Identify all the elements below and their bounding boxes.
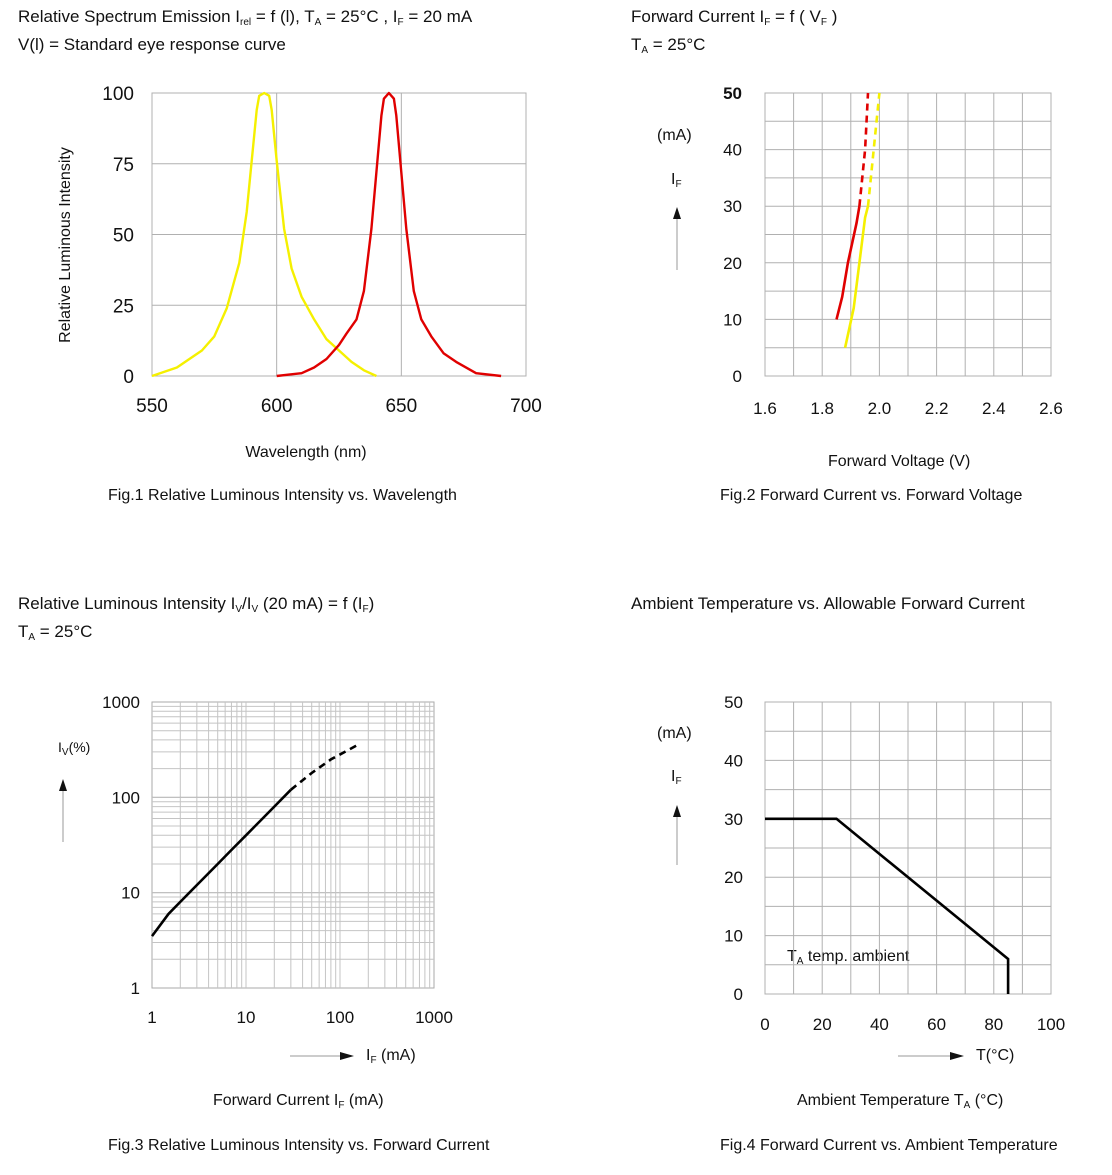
chart2-y-tick-label: 20 — [723, 254, 742, 273]
chart3-y-tick-label: 1000 — [102, 693, 140, 712]
chart2-subtitle: TA = 25°C — [631, 35, 706, 56]
chart4-series-line — [765, 817, 1010, 994]
chart4-y-unit: (mA) — [657, 725, 692, 742]
chart2-y-arrow-head — [673, 207, 681, 219]
chart3-subtitle: TA = 25°C — [18, 622, 93, 643]
chart2-plot: 1.6 1.8 2.0 2.2 2.4 2.6 0 10 20 30 40 50 — [673, 84, 1063, 418]
chart3-series-line — [150, 788, 292, 937]
chart4-y-tick-label: 30 — [724, 810, 743, 829]
chart1-y-label: Relative Luminous Intensity — [57, 147, 74, 343]
chart4-y-var: IF — [671, 768, 682, 787]
chart3-x-arrow-head — [340, 1052, 354, 1060]
chart3-x-tick-label: 100 — [326, 1008, 354, 1027]
chart3-y-tick-label: 100 — [112, 788, 140, 807]
chart2-y-tick-label: 50 — [723, 84, 742, 103]
chart4-y-tick-label: 50 — [724, 693, 743, 712]
chart1-x-tick-label: 600 — [261, 396, 293, 417]
chart4-x-arrow-label: T(°C) — [976, 1047, 1015, 1064]
chart4-x-tick-label: 0 — [760, 1015, 769, 1034]
chart2-y-tick-label: 0 — [733, 367, 742, 386]
chart2-y-tick-label: 40 — [723, 141, 742, 160]
chart2-y-unit: (mA) — [657, 127, 692, 144]
chart1-y-tick-label: 0 — [123, 367, 134, 388]
chart4-plot: 0 20 40 60 80 100 0 10 20 30 40 50 — [673, 693, 1065, 1060]
chart1-x-tick-label: 700 — [510, 396, 542, 417]
chart3-frame — [151, 701, 435, 989]
chart1-y-tick-label: 75 — [113, 155, 134, 176]
chart2-y-var: IF — [671, 171, 682, 190]
chart1-plot: Relative Luminous Intensity Wavelength (… — [57, 84, 542, 461]
chart2-series-line-red — [835, 205, 861, 320]
chart1-x-tick-label: 650 — [385, 396, 417, 417]
chart4-x-tick-label: 20 — [813, 1015, 832, 1034]
chart4-title: Ambient Temperature vs. Allowable Forwar… — [631, 594, 1025, 613]
chart4-x-tick-label: 80 — [984, 1015, 1003, 1034]
chart2-series-line-yellow — [843, 205, 870, 348]
chart2-x-tick-label: 2.4 — [982, 399, 1006, 418]
chart2-x-tick-label: 2.6 — [1039, 399, 1063, 418]
chart2-x-tick-label: 1.6 — [753, 399, 777, 418]
chart1-x-label: Wavelength (nm) — [245, 444, 366, 461]
chart1-x-tick-label: 550 — [136, 396, 168, 417]
chart1-y-tick-label: 25 — [113, 296, 134, 317]
chart2-y-tick-label: 30 — [723, 197, 742, 216]
chart4-y-tick-label: 0 — [734, 985, 743, 1004]
chart3-x-tick-label: 10 — [237, 1008, 256, 1027]
chart3-title: Relative Luminous Intensity IV/IV (20 mA… — [18, 594, 375, 615]
chart1-title: Relative Spectrum Emission Irel = f (l),… — [18, 7, 473, 28]
chart3-x-arrow-label: IF (mA) — [366, 1047, 416, 1066]
chart4-annotation: TA temp. ambient — [787, 948, 910, 967]
chart4-y-tick-label: 40 — [724, 751, 743, 770]
chart3-x-tick-label: 1 — [147, 1008, 156, 1027]
chart3-plot: 1 10 100 1000 1 10 100 1000 — [59, 693, 453, 1060]
chart4-x-tick-label: 40 — [870, 1015, 889, 1034]
chart1-series-line-red — [276, 91, 502, 378]
chart1-series-line-yellow — [151, 91, 377, 378]
chart2-y-tick-label: 10 — [723, 310, 742, 329]
chart2-caption: Fig.2 Forward Current vs. Forward Voltag… — [720, 487, 1023, 504]
chart3-x-tick-label: 1000 — [415, 1008, 453, 1027]
chart4-caption: Fig.4 Forward Current vs. Ambient Temper… — [720, 1137, 1058, 1154]
chart4-x-tick-label: 100 — [1037, 1015, 1065, 1034]
chart3-y-tick-label: 1 — [131, 979, 140, 998]
chart4-x-tick-label: 60 — [927, 1015, 946, 1034]
chart2-x-label: Forward Voltage (V) — [828, 453, 971, 470]
chart2-series-dashed-yellow — [866, 92, 881, 207]
chart4-y-tick-label: 20 — [724, 868, 743, 887]
chart3-series-dashed — [289, 744, 358, 791]
chart4-x-arrow-head — [950, 1052, 964, 1060]
chart3-x-label: Forward Current IF (mA) — [213, 1092, 384, 1111]
chart2-series-dashed-red — [858, 92, 870, 207]
chart4-y-tick-label: 10 — [724, 927, 743, 946]
chart2-x-tick-label: 1.8 — [810, 399, 834, 418]
chart1-subtitle: V(l) = Standard eye response curve — [18, 35, 286, 54]
chart1-y-tick-label: 50 — [113, 226, 134, 247]
chart1-caption: Fig.1 Relative Luminous Intensity vs. Wa… — [108, 487, 457, 504]
chart4-x-label: Ambient Temperature TA (°C) — [797, 1092, 1004, 1111]
chart4-y-arrow-head — [673, 805, 681, 817]
chart2-x-tick-label: 2.0 — [868, 399, 892, 418]
chart3-y-label: IV(%) — [58, 739, 91, 758]
chart2-x-tick-label: 2.2 — [925, 399, 949, 418]
chart2-title: Forward Current IF = f ( VF ) — [631, 7, 838, 28]
chart3-caption: Fig.3 Relative Luminous Intensity vs. Fo… — [108, 1137, 490, 1154]
chart1-y-tick-label: 100 — [102, 84, 134, 105]
chart3-y-arrow-head — [59, 779, 67, 791]
chart3-y-tick-label: 10 — [121, 884, 140, 903]
